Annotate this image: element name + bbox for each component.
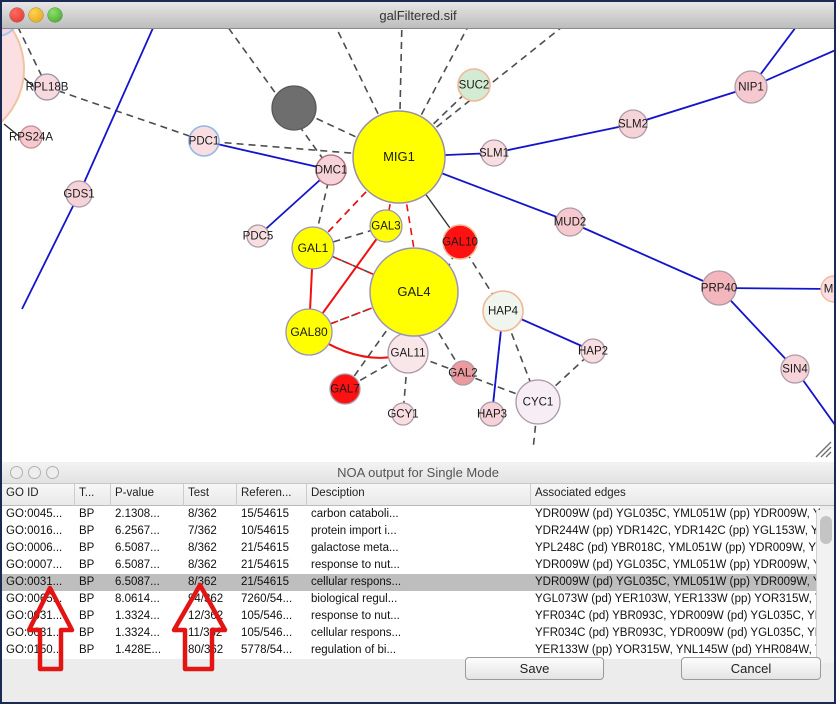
svg-text:PDC1: PDC1 xyxy=(189,136,220,148)
svg-text:SLM1: SLM1 xyxy=(479,148,509,160)
svg-text:RPL18B: RPL18B xyxy=(26,82,69,94)
svg-text:PDC5: PDC5 xyxy=(243,231,274,243)
svg-text:RPS24A: RPS24A xyxy=(9,132,53,144)
svg-text:HAP2: HAP2 xyxy=(578,346,608,358)
svg-text:HAP3: HAP3 xyxy=(477,409,507,421)
svg-text:PRP40: PRP40 xyxy=(701,283,737,295)
svg-text:DMC1: DMC1 xyxy=(315,165,348,177)
svg-text:GAL4: GAL4 xyxy=(397,284,430,299)
svg-text:HAP4: HAP4 xyxy=(488,306,519,318)
svg-text:CYC1: CYC1 xyxy=(523,397,554,409)
svg-text:SLM2: SLM2 xyxy=(618,119,648,131)
svg-text:GAL2: GAL2 xyxy=(448,368,477,380)
svg-text:SIN4: SIN4 xyxy=(782,364,808,376)
svg-text:GAL1: GAL1 xyxy=(298,241,329,255)
svg-text:GAL7: GAL7 xyxy=(330,384,359,396)
svg-text:GAL11: GAL11 xyxy=(391,348,426,360)
svg-text:MUD2: MUD2 xyxy=(554,217,587,229)
svg-text:NIP1: NIP1 xyxy=(738,82,764,94)
svg-text:GAL80: GAL80 xyxy=(290,325,328,339)
svg-text:SUC2: SUC2 xyxy=(459,80,490,92)
svg-text:MSI: MSI xyxy=(824,284,834,296)
svg-text:GAL3: GAL3 xyxy=(371,221,400,233)
svg-text:GCY1: GCY1 xyxy=(387,409,418,421)
svg-text:GDS1: GDS1 xyxy=(63,189,94,201)
svg-text:GAL10: GAL10 xyxy=(442,237,478,249)
svg-text:MIG1: MIG1 xyxy=(383,149,415,164)
